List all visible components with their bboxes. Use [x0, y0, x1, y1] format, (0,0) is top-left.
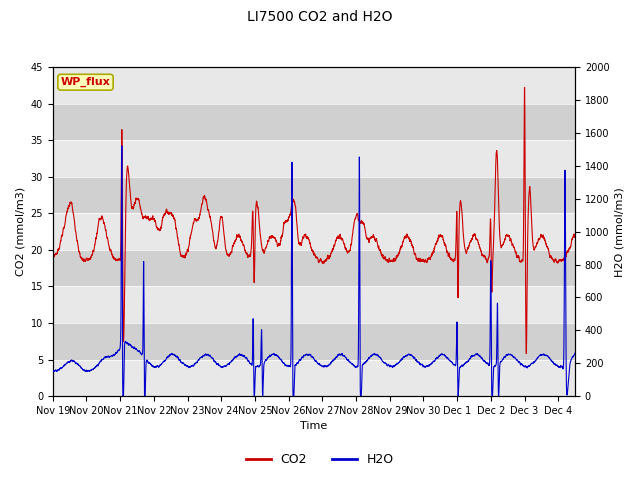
- Bar: [52, 323, 575, 360]
- Bar: [52, 250, 575, 287]
- Y-axis label: CO2 (mmol/m3): CO2 (mmol/m3): [15, 187, 25, 276]
- Legend: CO2, H2O: CO2, H2O: [241, 448, 399, 471]
- Text: LI7500 CO2 and H2O: LI7500 CO2 and H2O: [247, 10, 393, 24]
- Y-axis label: H2O (mmol/m3): H2O (mmol/m3): [615, 187, 625, 276]
- Bar: [52, 67, 575, 104]
- X-axis label: Time: Time: [300, 421, 328, 432]
- Text: WP_flux: WP_flux: [61, 77, 110, 87]
- Bar: [52, 360, 575, 396]
- Bar: [52, 177, 575, 214]
- Bar: [52, 287, 575, 323]
- Bar: [52, 140, 575, 177]
- Bar: [52, 104, 575, 140]
- Bar: [52, 214, 575, 250]
